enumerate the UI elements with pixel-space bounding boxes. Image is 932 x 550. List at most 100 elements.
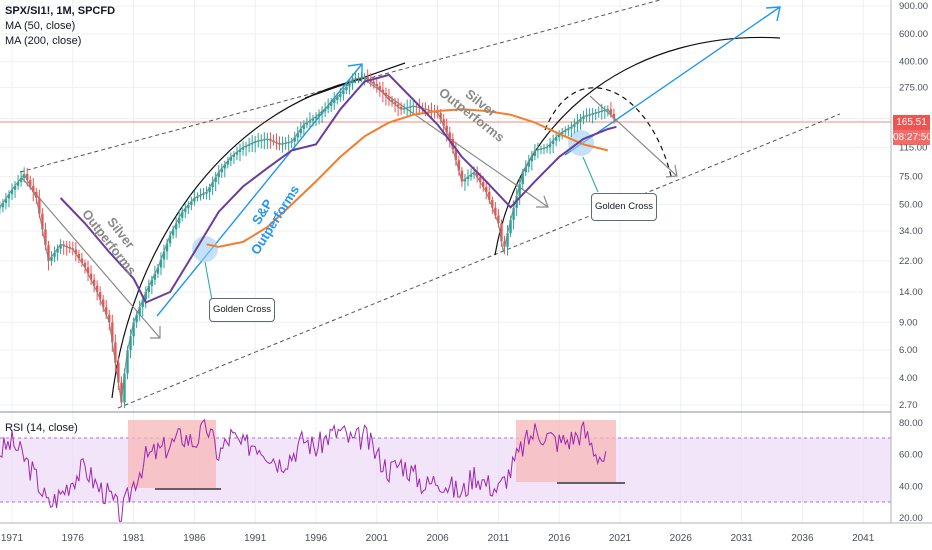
- candle-body: [53, 252, 56, 257]
- candle-body: [576, 121, 579, 125]
- candle-body: [564, 130, 567, 133]
- candle-body: [570, 126, 573, 129]
- arc-1-tangent-line[interactable]: [304, 62, 406, 99]
- golden-cross-circle-1[interactable]: [192, 236, 218, 262]
- price-tick-label: 14.00: [899, 287, 923, 298]
- time-tick-label: 2006: [426, 533, 449, 544]
- candle-body: [4, 198, 8, 203]
- candle-body: [13, 185, 17, 190]
- golden-cross-label-1[interactable]: Golden Cross: [209, 298, 275, 322]
- candle-body: [275, 141, 278, 144]
- candle-body: [296, 133, 299, 138]
- candle-body: [1, 202, 5, 208]
- candle-body: [80, 258, 84, 263]
- candle-body: [29, 179, 32, 186]
- candle-body: [16, 181, 20, 186]
- price-series-line: [0, 76, 617, 403]
- golden-cross-label-2[interactable]: Golden Cross: [591, 193, 657, 221]
- legend-ma50: MA (50, close): [5, 20, 76, 32]
- candle-body: [326, 105, 330, 109]
- candle-body: [71, 248, 74, 250]
- candle-body: [132, 322, 135, 337]
- candle-body: [190, 201, 193, 205]
- price-candles: [0, 69, 616, 409]
- candle-body: [254, 141, 257, 144]
- rsi-tick-label: 20.00: [899, 513, 923, 524]
- candle-body: [485, 187, 488, 193]
- candle-body: [305, 122, 309, 125]
- candle-body: [530, 155, 534, 162]
- candle-body: [174, 223, 178, 230]
- candle-body: [494, 207, 497, 216]
- candle-body: [159, 259, 163, 268]
- rsi-line: [0, 418, 607, 522]
- candle-body: [205, 192, 208, 194]
- candle-body: [518, 184, 521, 197]
- candle-body: [551, 140, 555, 144]
- candle-body: [302, 124, 306, 129]
- ma50-line: [59, 73, 617, 304]
- candle-body: [32, 185, 35, 192]
- candle-body: [558, 133, 561, 138]
- candle-body: [478, 177, 482, 183]
- candle-body: [138, 307, 141, 315]
- candle-body: [38, 197, 41, 214]
- candle-body: [503, 241, 506, 247]
- rsi-axis[interactable]: 80.00 60.00 40.00 20.00: [899, 418, 923, 524]
- parabolic-arc-3-dashed[interactable]: [544, 87, 673, 181]
- candle-body: [202, 193, 205, 195]
- candle-body: [393, 102, 397, 105]
- legend-title: SPX/SI1!, 1M, SPCFD: [5, 5, 116, 17]
- candle-body: [354, 78, 357, 80]
- candle-body: [366, 77, 369, 80]
- channel-lower-line[interactable]: [117, 113, 841, 409]
- time-tick-label: 2016: [548, 533, 571, 544]
- price-tick-label: 50.00: [899, 200, 923, 211]
- candle-body: [117, 362, 120, 383]
- price-tick-label: 400.00: [899, 57, 928, 68]
- candle-body: [7, 194, 11, 199]
- candle-body: [144, 291, 147, 300]
- parabolic-arc-2[interactable]: [494, 36, 781, 256]
- candle-body: [384, 92, 388, 97]
- candle-body: [445, 125, 448, 133]
- candle-body: [545, 147, 549, 149]
- candle-body: [466, 176, 470, 180]
- candle-body: [62, 244, 65, 246]
- rsi-tick-label: 40.00: [899, 481, 923, 492]
- candle-body: [235, 152, 239, 155]
- candle-body: [44, 229, 47, 246]
- candle-body: [272, 140, 275, 142]
- candle-body: [594, 112, 597, 114]
- candle-body: [74, 249, 78, 254]
- candle-body: [469, 174, 473, 177]
- candle-body: [561, 132, 564, 134]
- candle-body: [387, 96, 391, 100]
- candle-body: [460, 170, 464, 182]
- candle-body: [105, 307, 108, 315]
- candle-body: [19, 177, 23, 182]
- golden-cross-callout-1: [204, 261, 213, 301]
- candle-body: [308, 120, 312, 123]
- candle-body: [351, 79, 354, 83]
- candle-body: [111, 322, 114, 343]
- time-axis[interactable]: 1971 1976 1981 1986 1991 1996 2001 2006 2011 2016…: [1, 533, 875, 544]
- candle-body: [533, 150, 537, 156]
- candle-body: [348, 82, 351, 87]
- rsi-legend: RSI (14, close): [5, 422, 78, 434]
- candle-body: [165, 243, 169, 252]
- candle-body: [135, 314, 138, 323]
- price-tick-label: 4.00: [899, 373, 918, 384]
- candle-body: [41, 213, 44, 230]
- time-tick-label: 2021: [609, 533, 632, 544]
- candle-body: [381, 89, 385, 93]
- candle-body: [330, 102, 333, 106]
- candle-body: [336, 96, 339, 100]
- candle-body: [250, 143, 254, 145]
- candle-body: [609, 109, 613, 114]
- candle-body: [442, 119, 445, 126]
- rsi-highlight-1980s: [128, 420, 216, 488]
- rsi-tick-label: 80.00: [899, 418, 923, 429]
- candle-body: [488, 192, 491, 200]
